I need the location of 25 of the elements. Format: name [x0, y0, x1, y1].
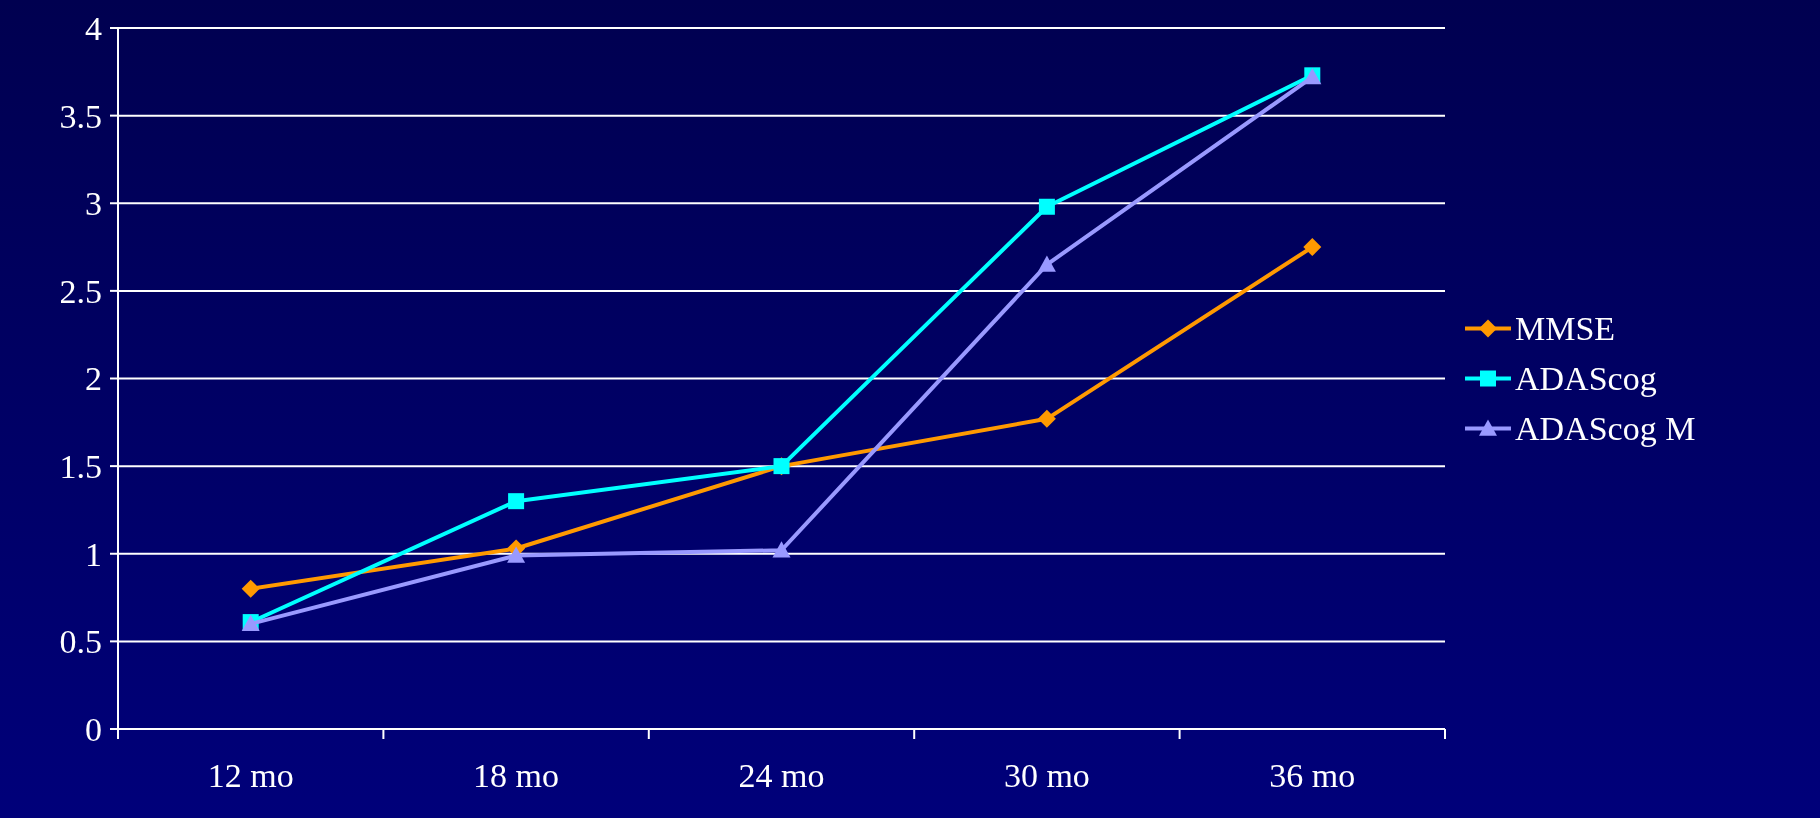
y-tick-label: 4	[85, 9, 102, 47]
legend-label: ADAScog M	[1515, 410, 1696, 448]
y-tick-label: 2.5	[59, 272, 102, 310]
point	[1037, 409, 1056, 428]
x-tick-label: 18 mo	[473, 757, 560, 794]
y-tick-label: 0.5	[59, 623, 102, 661]
legend-label: ADAScog	[1515, 360, 1657, 398]
y-tick-label: 1	[85, 535, 102, 573]
x-tick-label: 12 mo	[207, 757, 294, 794]
point	[241, 579, 260, 598]
y-tick-label: 0	[85, 710, 102, 748]
point	[508, 493, 525, 510]
x-tick-label: 24 mo	[738, 757, 825, 794]
x-tick-label: 36 mo	[1269, 757, 1356, 794]
x-tick-label: 30 mo	[1003, 757, 1090, 794]
point	[1038, 198, 1055, 215]
point	[1303, 238, 1322, 257]
point	[1037, 255, 1056, 272]
y-tick-label: 1.5	[59, 448, 102, 486]
y-tick-label: 3	[85, 185, 102, 223]
legend-label: MMSE	[1515, 310, 1616, 348]
y-tick-label: 2	[85, 360, 102, 398]
y-tick-label: 3.5	[59, 97, 102, 135]
point	[507, 546, 526, 563]
point	[772, 541, 791, 558]
